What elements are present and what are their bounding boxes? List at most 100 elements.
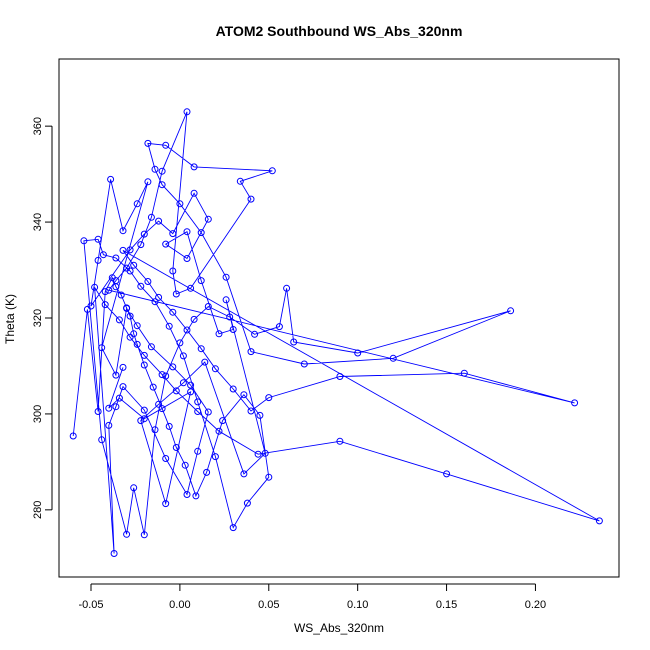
data-point — [254, 450, 262, 458]
data-point — [187, 381, 195, 389]
data-point — [219, 417, 227, 425]
data-point — [87, 302, 95, 310]
data-point — [204, 303, 212, 310]
data-point — [133, 200, 141, 208]
data-point — [197, 229, 205, 237]
data-point — [105, 404, 113, 412]
data-point — [507, 307, 515, 315]
data-point — [179, 352, 187, 360]
data-point — [107, 175, 115, 183]
data-point — [211, 365, 219, 373]
data-point — [283, 284, 291, 292]
data-point — [69, 432, 77, 440]
data-point — [137, 282, 145, 290]
data-point — [265, 394, 273, 402]
data-point — [192, 492, 200, 500]
data-point — [183, 108, 191, 116]
data-point — [158, 405, 166, 413]
data-point — [265, 473, 273, 481]
data-point — [176, 200, 184, 208]
data-point — [130, 484, 138, 492]
data-point — [197, 345, 205, 353]
data-point — [172, 387, 180, 395]
data-point — [123, 264, 131, 272]
y-tick-label: 320 — [32, 309, 44, 327]
data-point — [197, 277, 205, 285]
data-point — [144, 278, 152, 285]
data-point — [169, 308, 177, 316]
series-line — [72, 111, 600, 554]
data-point — [94, 256, 102, 264]
series-points — [69, 108, 603, 557]
data-point — [140, 531, 148, 539]
data-point — [105, 421, 113, 429]
data-point — [137, 417, 145, 425]
data-point — [222, 296, 230, 304]
data-point — [169, 267, 177, 275]
data-point — [130, 261, 138, 269]
data-point — [190, 163, 198, 171]
data-point — [140, 351, 148, 359]
data-point — [99, 251, 107, 259]
data-point — [203, 468, 211, 476]
x-tick-label: 0.10 — [347, 599, 368, 611]
data-point — [181, 461, 189, 469]
data-point — [123, 530, 131, 538]
data-point — [226, 313, 234, 321]
data-point — [460, 369, 468, 377]
data-point — [117, 291, 125, 299]
data-point — [101, 288, 109, 296]
data-point — [229, 524, 237, 532]
data-point — [247, 348, 255, 356]
y-tick-label: 340 — [32, 213, 44, 231]
data-point — [105, 286, 113, 294]
data-point — [94, 235, 102, 243]
data-point — [183, 491, 191, 498]
y-tick-label: 360 — [32, 117, 44, 135]
data-point — [275, 323, 283, 331]
data-point — [151, 165, 159, 173]
data-point — [101, 301, 109, 309]
data-point — [119, 363, 127, 371]
data-point — [194, 408, 202, 415]
data-point — [133, 322, 141, 330]
data-point — [187, 388, 195, 396]
data-point — [571, 399, 579, 407]
data-point — [240, 470, 248, 478]
data-point — [183, 228, 191, 236]
data-point — [240, 391, 248, 399]
data-point — [126, 312, 134, 320]
data-point — [162, 455, 170, 462]
data-point — [236, 177, 244, 185]
data-point — [158, 167, 166, 175]
data-point — [151, 298, 159, 306]
data-point — [119, 383, 127, 391]
data-point — [126, 333, 134, 341]
data-point — [140, 361, 148, 369]
data-point — [155, 400, 163, 408]
y-axis: 280 300 320 340 360 — [32, 117, 53, 519]
data-point — [162, 240, 170, 248]
data-point — [133, 340, 141, 348]
x-axis: -0.05 0.00 0.05 0.10 0.15 0.20 — [78, 583, 546, 611]
data-point — [172, 444, 180, 451]
data-point — [595, 517, 603, 525]
data-point — [110, 550, 118, 557]
data-point — [98, 344, 106, 352]
data-point — [389, 354, 397, 362]
data-point — [251, 330, 259, 338]
data-point — [204, 408, 212, 416]
y-tick-label: 300 — [32, 405, 44, 423]
data-point — [336, 437, 344, 445]
data-point — [147, 213, 155, 221]
data-point — [140, 415, 148, 423]
data-point — [354, 349, 362, 357]
data-point — [137, 241, 145, 249]
y-axis-label: Theta (K) — [3, 294, 17, 344]
x-tick-label: 0.20 — [525, 599, 546, 611]
data-point — [162, 141, 170, 149]
x-tick-label: 0.05 — [258, 599, 279, 611]
data-point — [176, 339, 184, 347]
data-point — [140, 406, 148, 414]
data-point — [183, 255, 191, 262]
